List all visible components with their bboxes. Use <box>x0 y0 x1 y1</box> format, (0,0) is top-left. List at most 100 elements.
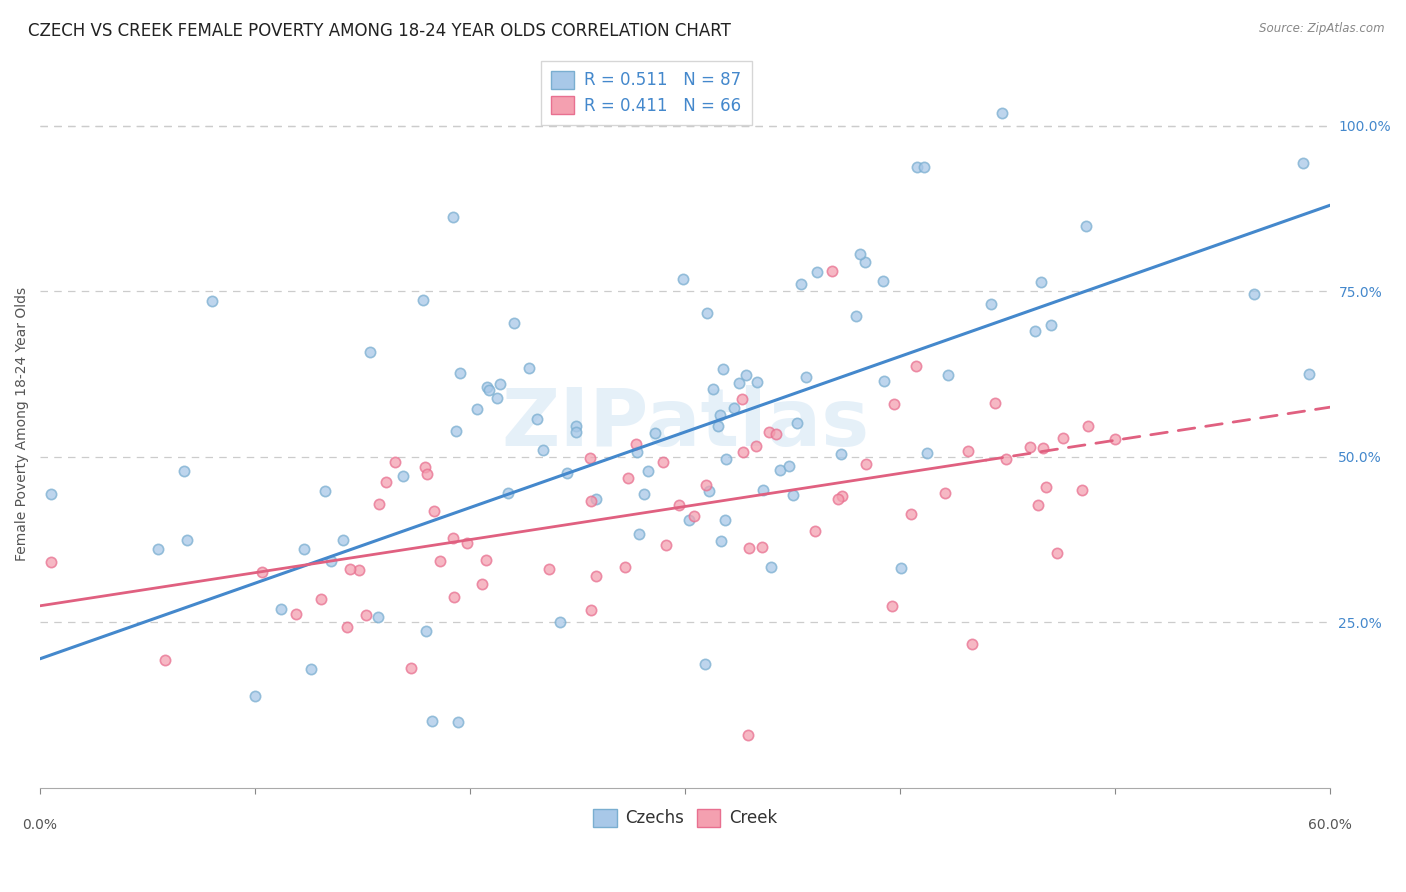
Point <box>905 160 928 174</box>
Point <box>496 486 519 500</box>
Point <box>728 376 751 390</box>
Point <box>1071 483 1094 497</box>
Point <box>678 513 700 527</box>
Point <box>765 426 787 441</box>
Point <box>883 397 905 411</box>
Point <box>934 485 956 500</box>
Point <box>1032 442 1054 456</box>
Point <box>745 439 768 453</box>
Point <box>617 471 640 485</box>
Point <box>441 531 464 545</box>
Point <box>579 603 602 617</box>
Point <box>1292 156 1315 170</box>
Point <box>447 714 470 729</box>
Point <box>565 419 588 434</box>
Point <box>456 536 478 550</box>
Point <box>173 465 195 479</box>
Point <box>557 467 579 481</box>
Point <box>1026 498 1049 512</box>
Point <box>905 359 928 373</box>
Point <box>655 538 678 552</box>
Point <box>153 653 176 667</box>
Point <box>624 436 647 450</box>
Point <box>758 425 780 439</box>
Point <box>39 487 62 501</box>
Point <box>626 444 648 458</box>
Point <box>292 541 315 556</box>
Point <box>731 392 754 406</box>
Point <box>585 568 607 582</box>
Point <box>709 408 731 422</box>
Point <box>399 661 422 675</box>
Point <box>148 542 170 557</box>
Point <box>314 484 336 499</box>
Point <box>752 483 775 497</box>
Point <box>614 559 637 574</box>
Point <box>769 462 792 476</box>
Point <box>745 375 768 389</box>
Point <box>443 590 465 604</box>
Point <box>384 455 406 469</box>
Text: 0.0%: 0.0% <box>22 818 58 832</box>
Point <box>706 418 728 433</box>
Point <box>831 490 853 504</box>
Point <box>392 469 415 483</box>
Point <box>367 610 389 624</box>
Point <box>759 559 782 574</box>
Point <box>751 540 773 554</box>
Point <box>471 577 494 591</box>
Point <box>429 553 451 567</box>
Point <box>849 246 872 260</box>
Point <box>585 491 607 506</box>
Point <box>738 541 761 555</box>
Point <box>517 360 540 375</box>
Point <box>873 374 896 388</box>
Point <box>697 483 720 498</box>
Point <box>415 624 437 639</box>
Point <box>299 662 322 676</box>
Point <box>778 459 800 474</box>
Point <box>672 271 695 285</box>
Point <box>475 380 498 394</box>
Point <box>485 391 508 405</box>
Point <box>332 533 354 547</box>
Point <box>830 447 852 461</box>
Point <box>786 416 808 430</box>
Point <box>804 524 827 539</box>
Point <box>683 508 706 523</box>
Point <box>270 602 292 616</box>
Point <box>581 494 603 508</box>
Point <box>1046 546 1069 560</box>
Point <box>503 316 526 330</box>
Point <box>633 487 655 501</box>
Point <box>995 452 1018 467</box>
Point <box>1243 286 1265 301</box>
Point <box>845 310 868 324</box>
Point <box>420 714 443 728</box>
Point <box>737 728 759 742</box>
Point <box>872 274 894 288</box>
Point <box>321 554 343 568</box>
Text: 60.0%: 60.0% <box>1308 818 1353 832</box>
Y-axis label: Female Poverty Among 18-24 Year Olds: Female Poverty Among 18-24 Year Olds <box>15 286 30 561</box>
Point <box>347 563 370 577</box>
Point <box>412 293 434 307</box>
Point <box>853 255 876 269</box>
Point <box>359 345 381 359</box>
Point <box>441 210 464 224</box>
Point <box>1052 431 1074 445</box>
Point <box>579 450 602 465</box>
Point <box>565 425 588 440</box>
Point <box>531 442 554 457</box>
Point <box>915 446 938 460</box>
Point <box>1018 440 1040 454</box>
Point <box>475 553 498 567</box>
Point <box>176 533 198 548</box>
Point <box>374 475 396 490</box>
Point <box>356 607 378 622</box>
Point <box>782 488 804 502</box>
Point <box>709 534 731 549</box>
Point <box>413 459 436 474</box>
Point <box>201 293 224 308</box>
Point <box>696 306 718 320</box>
